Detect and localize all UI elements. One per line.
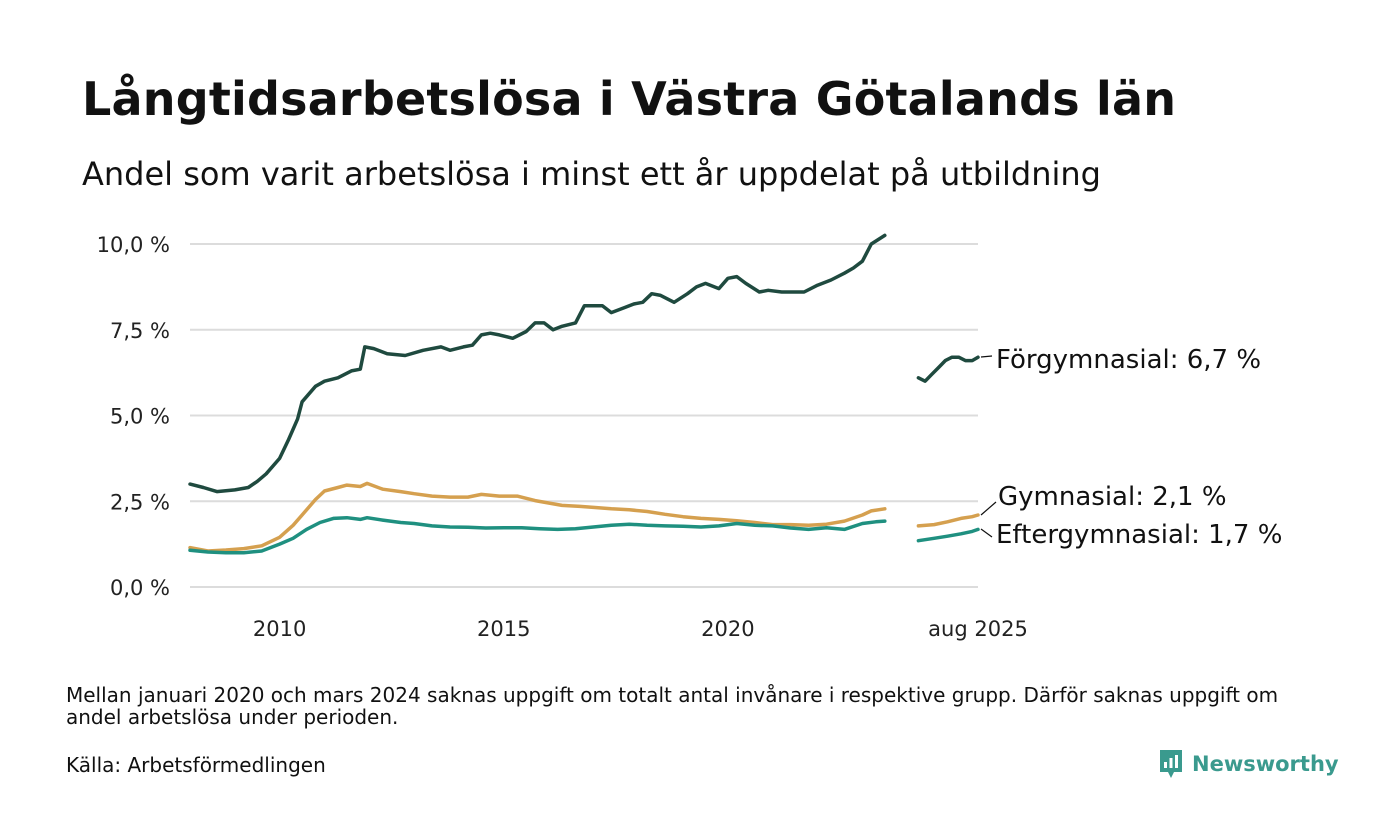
series-line-gymnasial [916,513,980,528]
series-end-labels: Förgymnasial: 6,7 % Gymnasial: 2,1 % Efter… [980,345,1282,550]
brand-name: Newsworthy [1192,752,1339,776]
brand[interactable]: Newsworthy [1158,748,1339,780]
label-leader-line [980,501,997,516]
series-end-label: Förgymnasial: 6,7 % [996,345,1261,375]
gridlines [190,243,978,588]
x-tick-label: 2015 [477,617,530,641]
series-end-label: Gymnasial: 2,1 % [998,482,1227,512]
y-axis-ticks: 0,0 % 2,5 % 5,0 % 7,5 % 10,0 % [97,233,170,600]
label-leader-line [980,355,993,358]
chart-title: Långtidsarbetslösa i Västra Götalands lä… [82,72,1177,126]
series-line-förgymnasial [188,233,887,494]
chart-subtitle: Andel som varit arbetslösa i minst ett å… [82,155,1101,193]
x-tick-label: aug 2025 [928,617,1028,641]
y-tick-label: 2,5 % [110,490,170,514]
x-axis-ticks: 2010 2015 2020 aug 2025 [253,617,1028,641]
source-note: Källa: Arbetsförmedlingen [66,753,326,777]
x-tick-label: 2010 [253,617,306,641]
series-line-gymnasial [188,481,887,553]
series-line-eftergymnasial [188,515,887,555]
y-tick-label: 0,0 % [110,576,170,600]
series-lines [188,233,980,555]
series-line-eftergymnasial [916,527,980,543]
series-end-label: Eftergymnasial: 1,7 % [996,520,1282,550]
footnote: Mellan januari 2020 och mars 2024 saknas… [66,683,1279,729]
series-line-förgymnasial [916,355,980,383]
y-tick-label: 5,0 % [110,405,170,429]
newsworthy-logo-icon [1160,750,1182,778]
y-tick-label: 10,0 % [97,233,170,257]
label-leader-line [980,528,993,538]
y-tick-label: 7,5 % [110,319,170,343]
x-tick-label: 2020 [701,617,754,641]
